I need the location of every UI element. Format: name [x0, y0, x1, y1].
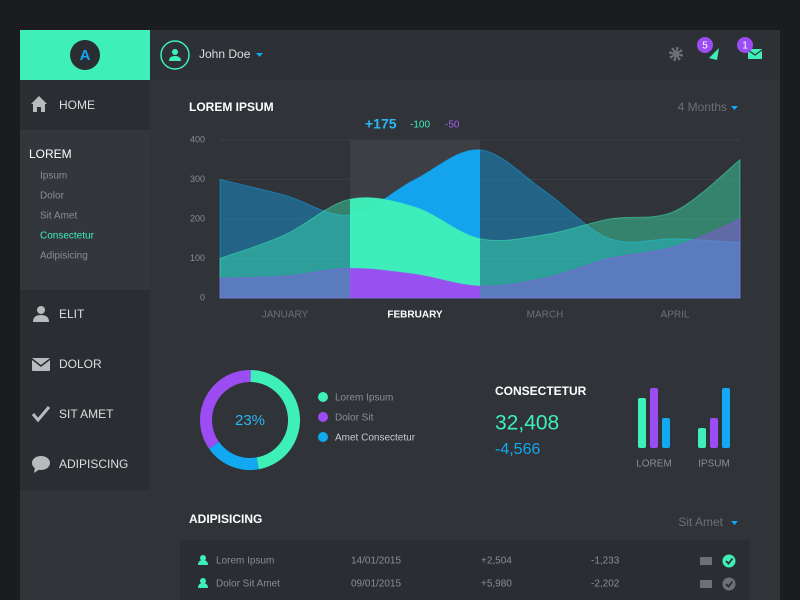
bar	[698, 428, 706, 448]
table-panel	[180, 540, 750, 600]
section-title[interactable]: LOREM	[29, 147, 72, 161]
nav-label[interactable]: HOME	[59, 98, 95, 112]
nav-subitem[interactable]: Sit Amet	[40, 211, 77, 222]
row-date: 14/01/2015	[351, 556, 401, 567]
bar	[638, 398, 646, 448]
filter[interactable]: Sit Amet	[678, 515, 723, 529]
nav-subitem[interactable]: Adipisicing	[40, 251, 88, 262]
filter[interactable]: 4 Months	[678, 100, 727, 114]
row-plus: +5,980	[481, 579, 512, 590]
check-icon	[31, 406, 51, 423]
user-name[interactable]: John Doe	[199, 47, 251, 61]
bar-category: LOREM	[636, 459, 672, 470]
row-mail[interactable]	[700, 557, 712, 565]
nav-label[interactable]: SIT AMET	[59, 407, 114, 421]
dropdown-arrow[interactable]	[731, 521, 738, 525]
delta-label: -50	[445, 120, 460, 131]
dropdown-arrow[interactable]	[256, 53, 263, 57]
person-icon	[33, 315, 49, 322]
area-highlight	[350, 268, 480, 298]
stats-value: 32,408	[495, 412, 559, 435]
legend-dot	[318, 392, 328, 402]
y-tick-label: 0	[200, 292, 205, 302]
x-tick-label: JANUARY	[262, 310, 309, 321]
nav-subitem[interactable]: Consectetur	[40, 231, 95, 242]
avatar-icon	[169, 56, 181, 61]
row-status-check	[725, 580, 734, 588]
bar	[662, 418, 670, 448]
mail-icon	[32, 358, 50, 371]
settings-icon	[672, 50, 680, 58]
main-panel	[20, 30, 780, 600]
row-mail[interactable]	[700, 580, 712, 588]
y-tick-label: 300	[190, 174, 205, 184]
delta-label: +175	[365, 116, 397, 132]
bar	[710, 418, 718, 448]
donut-segment	[209, 441, 259, 470]
bar	[650, 388, 658, 448]
y-tick-label: 100	[190, 253, 205, 263]
chart-title: LOREM IPSUM	[189, 100, 274, 114]
y-tick-label: 400	[190, 134, 205, 144]
nav-subitem[interactable]: Ipsum	[40, 171, 67, 182]
nav-label[interactable]: DOLOR	[59, 357, 102, 371]
nav-subitem[interactable]: Dolor	[40, 191, 65, 202]
bar	[722, 388, 730, 448]
row-name: Dolor Sit Amet	[216, 579, 280, 590]
row-status[interactable]	[722, 577, 736, 591]
donut-segment	[250, 370, 300, 470]
delta-label: -100	[410, 120, 430, 131]
badge-count: 5	[702, 41, 708, 52]
notify-icon[interactable]	[709, 48, 719, 60]
table-title: ADIPISICING	[189, 512, 262, 526]
avatar-icon	[172, 49, 178, 55]
badge	[697, 37, 713, 53]
stats-change: -4,566	[495, 441, 540, 458]
logo: A	[80, 47, 91, 64]
chat-icon	[32, 456, 50, 470]
nav-label[interactable]: ELIT	[59, 307, 85, 321]
mail-icon	[747, 49, 763, 56]
nav-label[interactable]: ADIPISCING	[59, 457, 128, 471]
badge	[737, 37, 753, 53]
row-icon	[198, 560, 208, 565]
dropdown-arrow[interactable]	[731, 106, 738, 110]
legend-label: Amet Consectetur	[335, 433, 416, 444]
bar-category: IPSUM	[698, 459, 730, 470]
settings-icon[interactable]	[669, 47, 683, 61]
y-tick-label: 200	[190, 213, 205, 223]
row-plus: +2,504	[481, 556, 512, 567]
nav-rest	[20, 490, 150, 600]
legend-dot	[318, 412, 328, 422]
row-icon	[198, 583, 208, 588]
person-icon	[37, 306, 45, 314]
chat-icon	[34, 467, 40, 473]
legend-label: Lorem Ipsum	[335, 393, 393, 404]
row-name: Lorem Ipsum	[216, 556, 274, 567]
row-minus: -1,233	[591, 556, 620, 567]
mail-icon	[31, 358, 51, 367]
mail-icon[interactable]	[748, 49, 762, 59]
x-tick-label: MARCH	[527, 310, 564, 321]
stats-title: CONSECTETUR	[495, 384, 587, 398]
legend-label: Dolor Sit	[335, 413, 374, 424]
donut-center: 23%	[235, 412, 265, 429]
avatar[interactable]	[160, 40, 190, 70]
legend-dot	[318, 432, 328, 442]
x-tick-label: APRIL	[661, 310, 690, 321]
row-date: 09/01/2015	[351, 579, 401, 590]
row-icon	[200, 555, 206, 561]
donut-segment	[200, 370, 251, 449]
x-tick-label: FEBRUARY	[387, 310, 443, 321]
row-minus: -2,202	[591, 579, 620, 590]
nav-section	[20, 130, 150, 290]
home-icon	[31, 96, 47, 112]
row-status-check	[725, 557, 734, 565]
badge-count: 1	[742, 41, 748, 52]
row-icon	[200, 578, 206, 584]
logo-circle	[70, 40, 100, 70]
row-status[interactable]	[722, 554, 736, 568]
